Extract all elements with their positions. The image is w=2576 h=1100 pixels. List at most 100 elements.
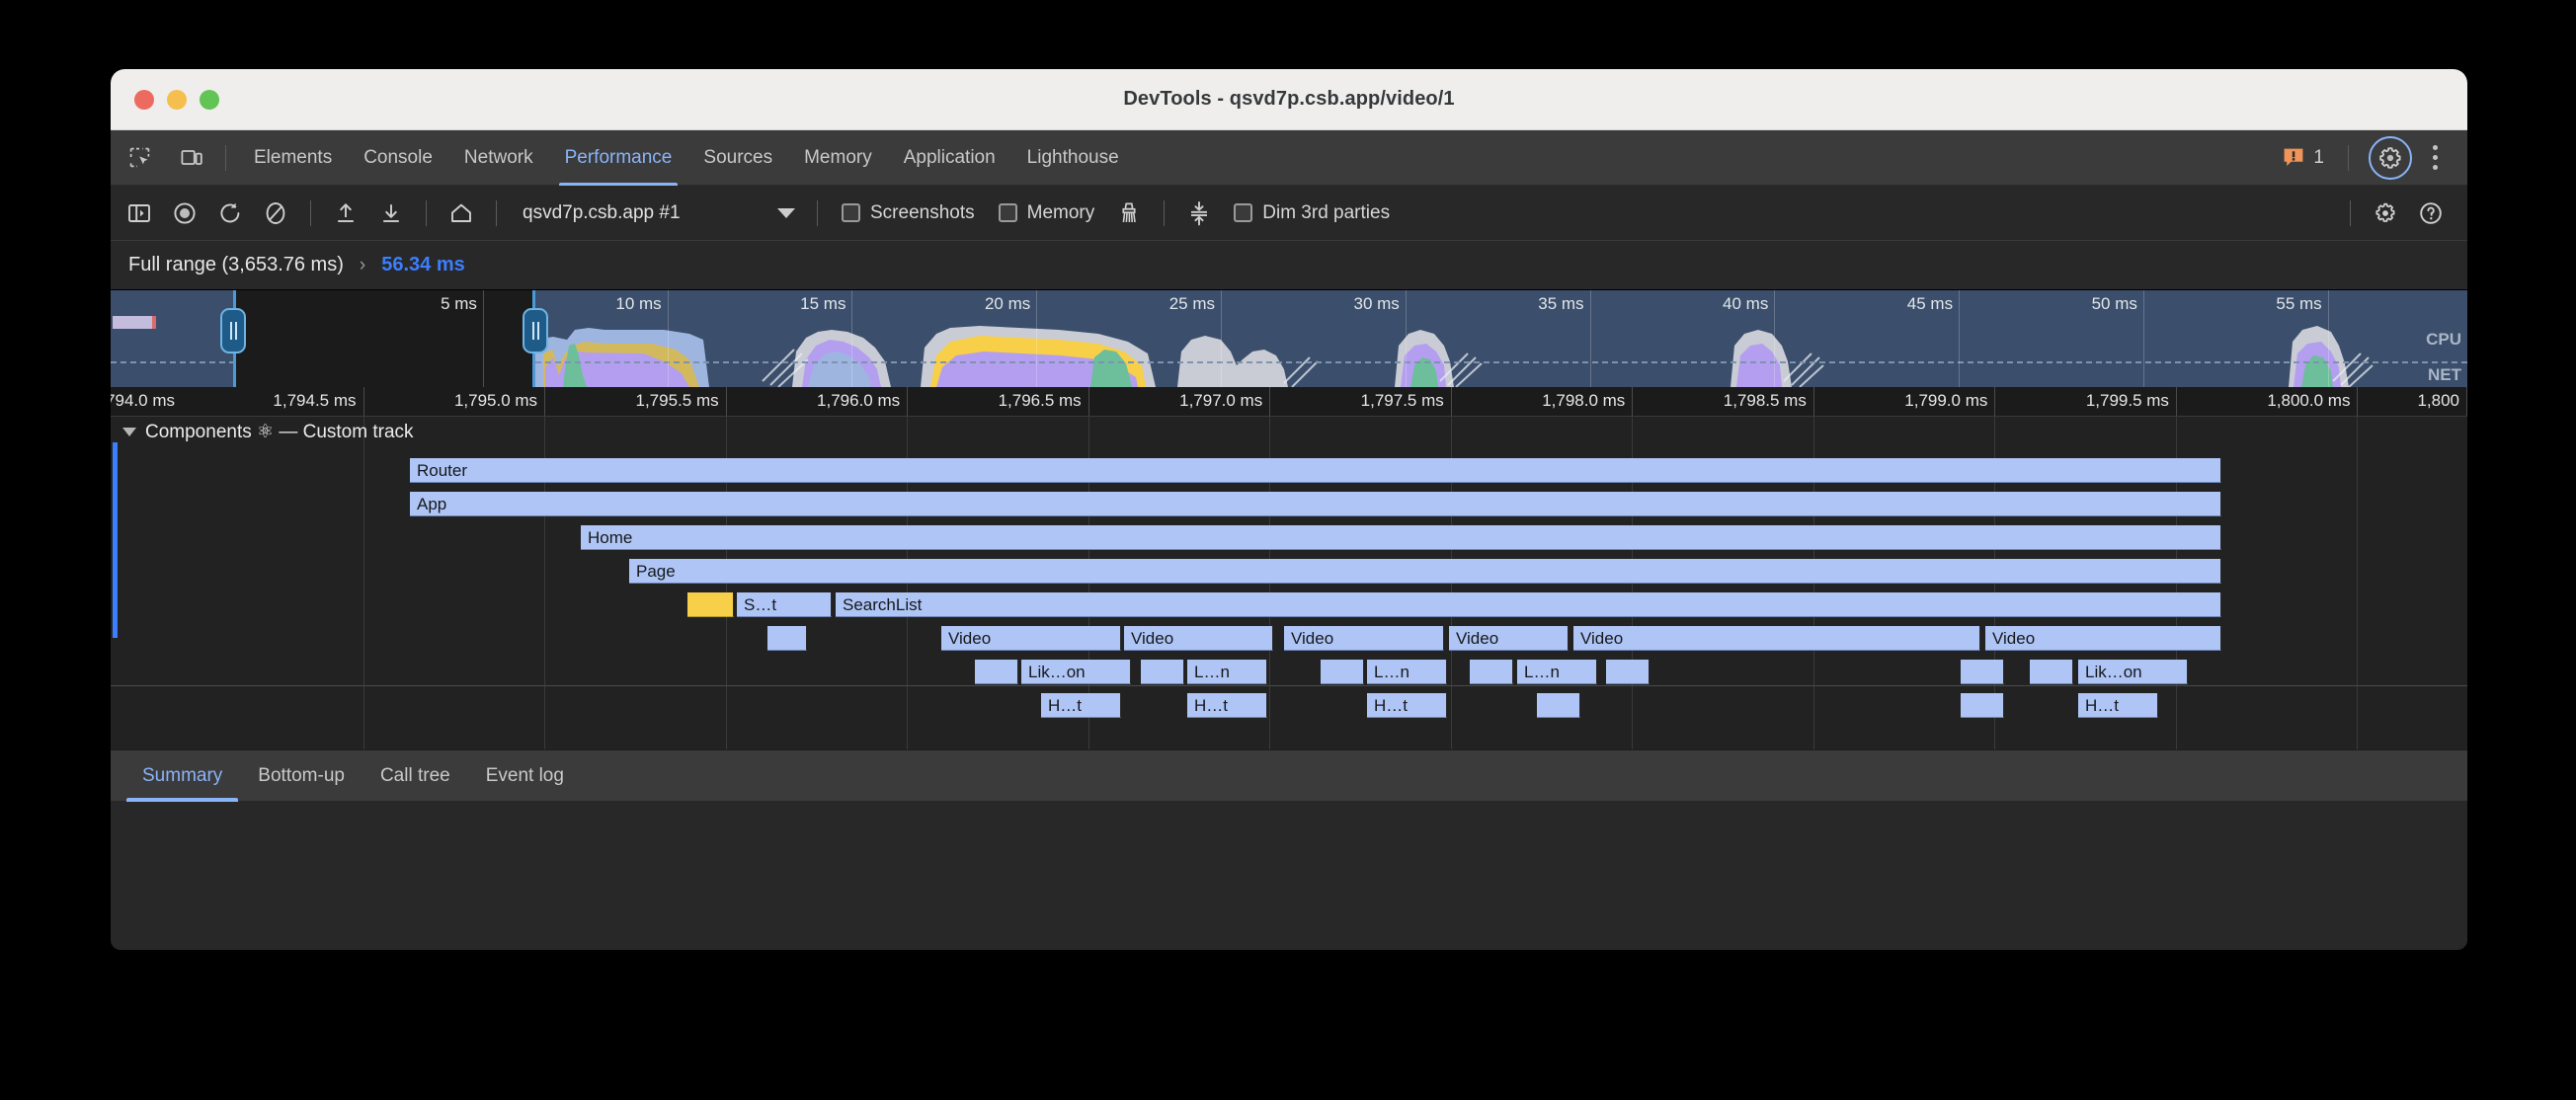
flame-event-home[interactable]: Home — [581, 525, 2221, 550]
flame-event[interactable] — [767, 626, 807, 651]
toolbar-divider — [2348, 144, 2349, 171]
tab-performance[interactable]: Performance — [549, 130, 688, 186]
expand-collapse-icon[interactable] — [1176, 193, 1222, 234]
flame-event-video[interactable]: Video — [1449, 626, 1569, 651]
tab-memory[interactable]: Memory — [804, 146, 872, 168]
overview-handle-right[interactable] — [523, 308, 548, 354]
flame-event-ht[interactable]: H…t — [1187, 693, 1267, 718]
devtools-tab-strip: Elements Console Network Performance Sou… — [111, 130, 2467, 186]
track-accent-bar — [113, 442, 118, 638]
tab-event-log[interactable]: Event log — [485, 764, 564, 786]
toolbar-divider — [225, 144, 226, 171]
trace-selector-dropdown[interactable]: qsvd7p.csb.app #1 — [509, 194, 805, 233]
flame-event[interactable] — [1470, 660, 1513, 684]
flame-event-video[interactable]: Video — [1985, 626, 2221, 651]
flame-event[interactable] — [1961, 693, 2004, 718]
network-request-bar — [113, 316, 156, 329]
ruler-tick — [1269, 387, 1271, 416]
reload-and-record-icon[interactable] — [207, 193, 253, 234]
toolbar-divider — [817, 199, 818, 226]
tab-console[interactable]: Console — [363, 146, 433, 168]
flame-event-page[interactable]: Page — [629, 559, 2221, 584]
more-options-icon[interactable] — [2420, 138, 2450, 178]
screenshots-checkbox[interactable]: Screenshots — [830, 202, 987, 224]
flame-event-ln[interactable]: L…n — [1517, 660, 1597, 684]
record-icon[interactable] — [162, 193, 207, 234]
warning-badge[interactable]: 1 — [2283, 147, 2324, 169]
performance-toolbar-right — [2338, 193, 2467, 234]
toggle-sidebar-icon[interactable] — [117, 193, 162, 234]
warning-count: 1 — [2313, 146, 2324, 168]
flame-event[interactable] — [1961, 660, 2004, 684]
tab-sources[interactable]: Sources — [703, 146, 773, 168]
overview-tick — [1589, 290, 1591, 387]
flame-event-router[interactable]: Router — [410, 458, 2221, 483]
flame-event-ht[interactable]: H…t — [1367, 693, 1447, 718]
flame-event-ln[interactable]: L…n — [1367, 660, 1447, 684]
tab-application[interactable]: Application — [903, 146, 996, 168]
flame-gridline — [363, 417, 364, 749]
zoom-window-button[interactable] — [200, 89, 219, 110]
device-toolbar-icon[interactable] — [170, 138, 213, 178]
flame-event[interactable] — [2030, 660, 2073, 684]
flame-event-likon[interactable]: Lik…on — [1021, 660, 1131, 684]
ruler-tick — [2466, 387, 2467, 416]
triangle-down-icon[interactable] — [122, 427, 136, 436]
flame-event[interactable] — [1321, 660, 1364, 684]
overview-tick — [1036, 290, 1038, 387]
overview-handle-left[interactable] — [220, 308, 246, 354]
flame-event-likon[interactable]: Lik…on — [2078, 660, 2188, 684]
flame-event-ln[interactable]: L…n — [1187, 660, 1267, 684]
overview-dimmed-left[interactable] — [111, 290, 233, 387]
tab-bottom-up[interactable]: Bottom-up — [258, 764, 345, 786]
export-trace-icon[interactable] — [368, 193, 414, 234]
ruler-tick-label: 1,800.0 ms — [2267, 391, 2351, 410]
flame-event[interactable] — [1537, 693, 1580, 718]
track-header-components[interactable]: Components ⚛ — Custom track — [111, 417, 414, 446]
ruler-tick — [1450, 387, 1452, 416]
flame-event-video[interactable]: Video — [1124, 626, 1273, 651]
capture-settings-icon[interactable] — [2363, 193, 2408, 234]
flame-event[interactable] — [1141, 660, 1184, 684]
clear-icon[interactable] — [253, 193, 298, 234]
flame-chart-baseline — [111, 685, 2467, 686]
full-range-label[interactable]: Full range (3,653.76 ms) — [128, 254, 344, 275]
tab-elements[interactable]: Elements — [254, 146, 333, 168]
ruler-tick-label: 1,799.0 ms — [1904, 391, 1988, 410]
flame-event-st[interactable]: S…t — [737, 592, 832, 617]
minimize-window-button[interactable] — [167, 89, 187, 110]
tab-lighthouse[interactable]: Lighthouse — [1026, 146, 1119, 168]
tab-summary[interactable]: Summary — [124, 750, 240, 802]
selected-range-label[interactable]: 56.34 ms — [381, 254, 465, 275]
close-window-button[interactable] — [134, 89, 154, 110]
help-icon[interactable] — [2408, 193, 2454, 234]
inspect-element-icon[interactable] — [119, 138, 162, 178]
ruler-tick-label: ,794.0 ms — [111, 391, 175, 410]
overview-tick — [667, 290, 669, 387]
flame-event[interactable] — [1606, 660, 1650, 684]
ruler-tick — [725, 387, 727, 416]
tab-call-tree[interactable]: Call tree — [379, 764, 450, 786]
flame-event-video[interactable]: Video — [1573, 626, 1980, 651]
tab-network[interactable]: Network — [463, 146, 533, 168]
flame-chart[interactable]: Components ⚛ — Custom track Router App Hom… — [111, 417, 2467, 749]
flame-event-ht[interactable]: H…t — [1041, 693, 1121, 718]
flame-event-app[interactable]: App — [410, 492, 2221, 516]
flame-event[interactable] — [687, 592, 734, 617]
home-icon[interactable] — [439, 193, 484, 234]
flame-event-searchlist[interactable]: SearchList — [836, 592, 2221, 617]
dim-3rd-parties-checkbox[interactable]: Dim 3rd parties — [1222, 202, 1402, 224]
trace-selector-value: qsvd7p.csb.app #1 — [523, 201, 681, 223]
flame-event-video[interactable]: Video — [1284, 626, 1444, 651]
settings-gear-icon[interactable] — [2369, 135, 2412, 180]
overview-selection-window[interactable] — [233, 290, 535, 387]
import-trace-icon[interactable] — [323, 193, 368, 234]
collect-garbage-icon[interactable] — [1106, 193, 1152, 234]
memory-checkbox[interactable]: Memory — [987, 202, 1107, 224]
flame-event-video[interactable]: Video — [941, 626, 1121, 651]
detail-view-tabs: Summary Bottom-up Call tree Event log — [111, 749, 2467, 802]
flame-event[interactable] — [975, 660, 1018, 684]
flame-event-ht[interactable]: H…t — [2078, 693, 2158, 718]
timeline-overview[interactable]: CPU NET 5 ms 10 ms 15 ms 20 ms 25 ms 30 ms 35 … — [111, 290, 2467, 387]
window-title: DevTools - qsvd7p.csb.app/video/1 — [1123, 88, 1455, 110]
